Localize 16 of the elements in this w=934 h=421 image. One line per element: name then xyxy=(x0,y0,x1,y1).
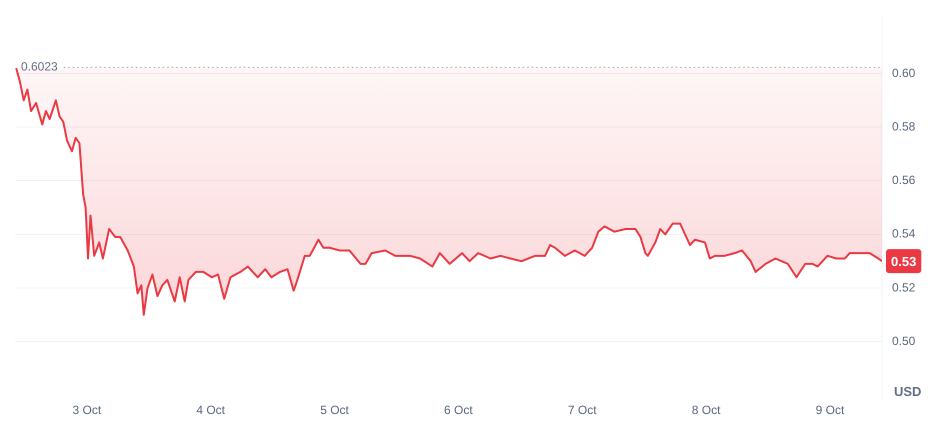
y-axis-title: USD xyxy=(894,384,922,400)
x-tick-label: 9 Oct xyxy=(816,403,845,418)
y-tick-label: 0.54 xyxy=(892,226,916,241)
x-tick-label: 8 Oct xyxy=(692,403,722,418)
y-tick-label: 0.58 xyxy=(892,119,916,134)
y-tick-label: 0.50 xyxy=(892,334,916,348)
annotation: 0.53 xyxy=(891,254,916,269)
x-tick-label: 7 Oct xyxy=(568,403,598,418)
x-tick-label: 3 Oct xyxy=(72,403,102,418)
y-tick-label: 0.56 xyxy=(892,173,916,188)
x-tick-label: 5 Oct xyxy=(320,403,350,418)
y-tick-label: 0.60 xyxy=(892,66,916,80)
x-tick-label: 4 Oct xyxy=(196,403,226,418)
ref-line-label: 0.6023 xyxy=(21,60,58,74)
y-tick-label: 0.52 xyxy=(892,280,916,294)
x-tick-label: 6 Oct xyxy=(444,403,474,418)
